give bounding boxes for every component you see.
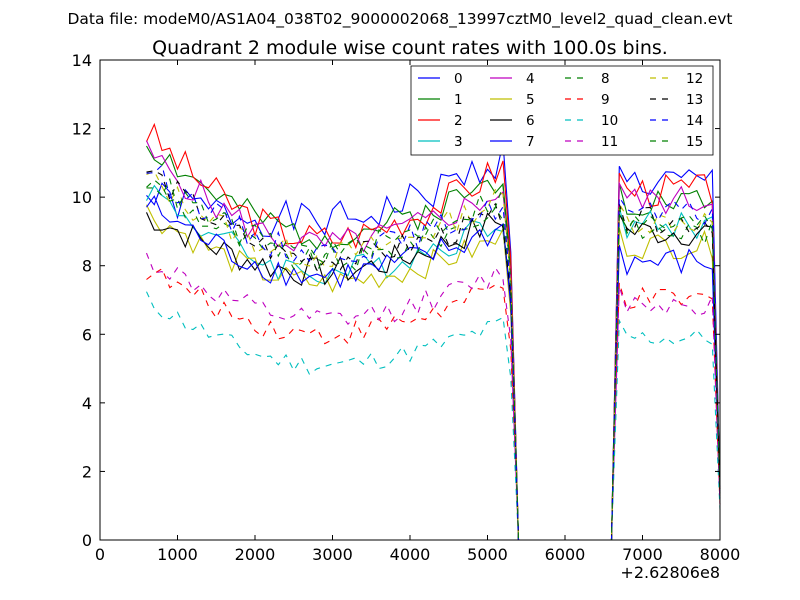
legend-label-1: 1 <box>454 92 463 108</box>
series-line-1 <box>146 145 721 541</box>
legend-label-2: 2 <box>454 113 463 129</box>
series-line-0 <box>146 142 721 541</box>
x-tick-label: 2000 <box>235 545 276 564</box>
series-line-5 <box>146 204 721 541</box>
series-line-7 <box>146 195 721 541</box>
x-tick-label: 6000 <box>545 545 586 564</box>
legend-label-7: 7 <box>526 134 535 150</box>
series-line-8 <box>146 179 721 541</box>
y-tick-label: 14 <box>72 51 92 70</box>
series-line-15 <box>146 177 721 541</box>
x-tick-label: 3000 <box>312 545 353 564</box>
series-line-11 <box>145 252 721 541</box>
series-line-14 <box>146 164 721 541</box>
x-tick-label: 0 <box>95 545 105 564</box>
x-tick-label: 4000 <box>390 545 431 564</box>
y-tick-label: 10 <box>72 188 92 207</box>
y-tick-label: 4 <box>82 394 92 413</box>
x-tick-label: 1000 <box>157 545 198 564</box>
y-tick-label: 8 <box>82 257 92 276</box>
legend-box <box>410 65 714 156</box>
legend-label-11: 11 <box>601 134 618 150</box>
x-tick-label: 7000 <box>622 545 663 564</box>
legend-label-9: 9 <box>601 92 610 108</box>
x-axis: 0 1000 2000 3000 4000 5000 6000 7000 8000 <box>95 60 740 564</box>
legend-label-0: 0 <box>454 71 463 87</box>
x-tick-label: 5000 <box>467 545 508 564</box>
legend-label-15: 15 <box>686 134 703 150</box>
x-tick-label: 8000 <box>700 545 741 564</box>
chart-title: Quadrant 2 module wise count rates with … <box>152 37 668 59</box>
series-line-10 <box>146 291 721 541</box>
legend-label-8: 8 <box>601 71 610 87</box>
y-tick-label: 12 <box>72 120 92 139</box>
legend-label-13: 13 <box>686 92 703 108</box>
legend-label-12: 12 <box>686 71 703 87</box>
legend-label-10: 10 <box>601 113 618 129</box>
chart-suptitle: Data file: modeM0/AS1A04_038T02_90000020… <box>67 10 732 29</box>
series-line-3 <box>146 184 721 541</box>
x-offset-label: +2.62806e8 <box>620 563 720 582</box>
series-line-13 <box>146 170 721 541</box>
y-tick-label: 2 <box>82 462 92 481</box>
series-layer <box>145 122 721 541</box>
series-line-12 <box>146 170 721 541</box>
y-tick-label: 0 <box>82 531 92 550</box>
legend-label-3: 3 <box>454 134 463 150</box>
series-line-9 <box>146 267 721 541</box>
series-line-4 <box>145 140 721 541</box>
legend-label-5: 5 <box>526 92 535 108</box>
legend-label-4: 4 <box>526 71 535 87</box>
y-tick-label: 6 <box>82 325 92 344</box>
legend-label-6: 6 <box>526 113 535 129</box>
legend-label-14: 14 <box>686 113 703 129</box>
